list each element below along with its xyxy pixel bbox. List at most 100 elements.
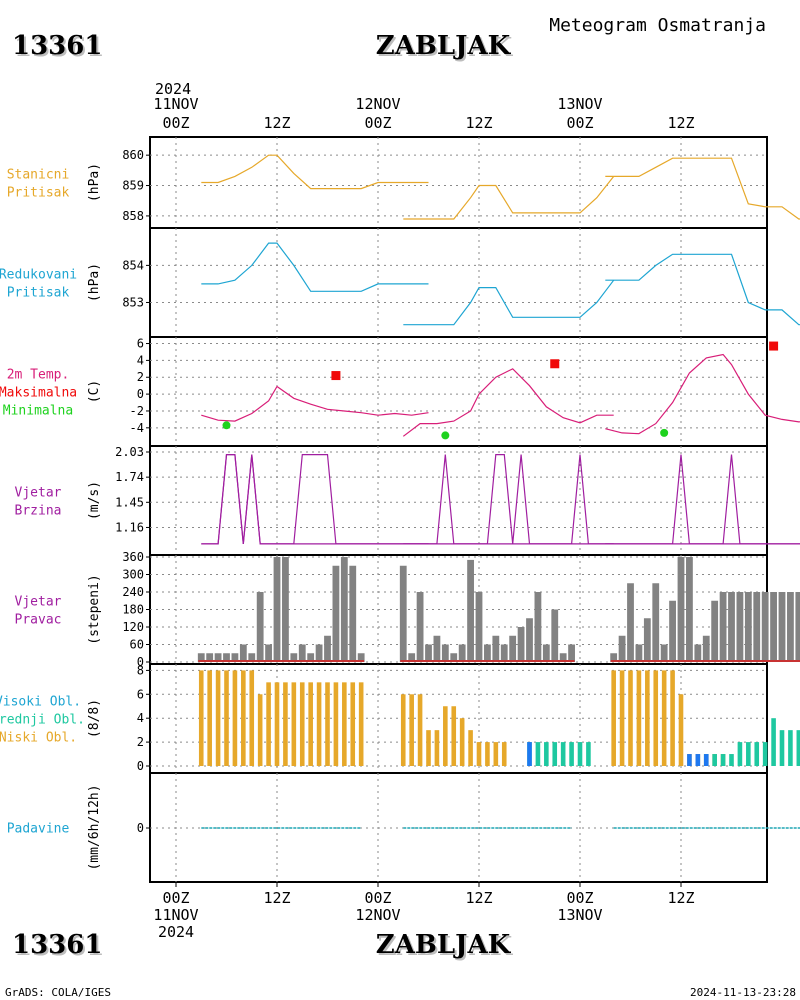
- y-axis-label: (C): [87, 380, 102, 403]
- low-cloud-bar: [198, 670, 204, 766]
- low-cloud-bar: [358, 682, 364, 766]
- y-tick-label: 0: [137, 759, 144, 773]
- panel-cloud_cover: 0 2 4 6 8 (8/8) Visoki Obl. Srednji Obl. Niski O…: [0, 663, 800, 773]
- series-line-1: [201, 242, 429, 292]
- top-hour-label-1: 00Z: [162, 114, 189, 132]
- y-axis-label: (mm/6h/12h): [87, 784, 102, 870]
- low-cloud-bar: [678, 694, 684, 766]
- middle-cloud-bar: [788, 730, 793, 766]
- direction-bar: [517, 627, 525, 662]
- direction-bar: [223, 653, 230, 662]
- high-cloud-bar: [703, 754, 709, 766]
- panel-label: Maksimalna: [0, 386, 77, 401]
- low-cloud-bar: [241, 670, 246, 766]
- direction-bar: [332, 565, 340, 662]
- panel-label: Pritisak: [7, 286, 70, 301]
- direction-bar: [778, 592, 786, 662]
- direction-bar: [273, 557, 281, 662]
- middle-cloud-bar: [771, 718, 776, 766]
- panel-label: Minimalna: [3, 404, 73, 419]
- direction-bar: [509, 635, 517, 662]
- direction-bar: [652, 583, 660, 662]
- middle-cloud-bar: [535, 742, 541, 766]
- panel-label: Niski Obl.: [0, 731, 77, 746]
- low-cloud-bar: [426, 730, 431, 766]
- panel-label: Vjetar: [15, 486, 62, 501]
- series-line-3: [605, 253, 800, 326]
- low-cloud-bar: [443, 706, 448, 766]
- direction-bar: [265, 644, 272, 662]
- series-line-2: [403, 279, 615, 326]
- top-day-label-2: 12NOV: [355, 95, 400, 113]
- middle-cloud-bar: [552, 742, 558, 766]
- series-line-2: [403, 176, 615, 220]
- direction-bar: [770, 592, 777, 662]
- direction-bar: [425, 644, 432, 662]
- direction-bar: [248, 653, 256, 662]
- minimum-marker: [660, 428, 669, 437]
- low-cloud-bar: [434, 730, 440, 766]
- direction-bar: [534, 592, 542, 662]
- y-axis-label: (m/s): [87, 481, 102, 520]
- y-tick-label: 2.03: [115, 445, 144, 459]
- high-cloud-bar: [695, 754, 701, 766]
- direction-bar: [231, 653, 239, 662]
- low-cloud-bar: [207, 670, 212, 766]
- direction-bar: [744, 592, 752, 662]
- series-line-3: [403, 454, 614, 545]
- bottom-hour-label-4: 12Z: [465, 889, 492, 907]
- low-cloud-bar: [342, 682, 347, 766]
- direction-bar: [643, 618, 651, 662]
- bottom-day-label-2: 12NOV: [355, 906, 400, 924]
- y-tick-label: 0: [137, 655, 144, 669]
- direction-bar: [787, 592, 794, 662]
- direction-bar: [349, 565, 357, 662]
- direction-bar: [197, 653, 205, 662]
- direction-bar: [458, 644, 466, 662]
- direction-bar: [492, 635, 500, 662]
- high-cloud-bar: [687, 754, 692, 766]
- middle-cloud-bar: [796, 730, 800, 766]
- direction-bar: [450, 653, 458, 662]
- low-cloud-bar: [485, 742, 490, 766]
- panel-station_pressure: 858 859 860 (hPa) Stanicni Pritisak: [7, 137, 800, 228]
- y-tick-label: 8: [137, 663, 144, 677]
- product-title: Meteogram Osmatranja: [549, 15, 766, 36]
- direction-bar: [551, 609, 559, 662]
- series-line-1: [201, 154, 429, 190]
- station-name-top: ZABLJAK: [376, 31, 512, 61]
- middle-cloud-bar: [746, 742, 751, 766]
- y-tick-label: 120: [122, 620, 144, 634]
- panel-label: Visoki Obl.: [0, 695, 81, 710]
- direction-bar: [214, 653, 222, 662]
- plot-frame: [149, 136, 768, 883]
- series-line-3: [605, 157, 800, 220]
- panel-wind_direction: 0 60 120 180 240 300 360 (stepeni) Vjetar Pravac: [15, 550, 800, 669]
- panel-label: Redukovani: [0, 268, 77, 283]
- panel-label: Pritisak: [7, 186, 70, 201]
- direction-bar: [475, 592, 483, 662]
- middle-cloud-bar: [560, 742, 566, 766]
- panel-label: Pravac: [15, 613, 62, 628]
- panel-wind_speed: 1.16 1.45 1.74 2.03 (m/s) Vjetar Brzina: [15, 445, 800, 555]
- low-cloud-bar: [493, 742, 499, 766]
- maximum-marker: [331, 371, 341, 381]
- middle-cloud-bar: [586, 742, 591, 766]
- top-year-label: 2024: [155, 80, 191, 98]
- direction-bar: [399, 565, 407, 662]
- panel-label: Srednji Obl.: [0, 713, 85, 728]
- low-cloud-bar: [628, 670, 633, 766]
- direction-bar: [618, 635, 626, 662]
- panel-label: Stanicni: [7, 168, 70, 183]
- direction-bar: [711, 600, 719, 662]
- top-day-label-3: 13NOV: [557, 95, 602, 113]
- direction-bar: [627, 583, 634, 662]
- direction-bar: [484, 644, 491, 662]
- y-tick-label: 860: [122, 148, 144, 162]
- low-cloud-bar: [501, 742, 507, 766]
- direction-bar: [677, 557, 685, 662]
- middle-cloud-bar: [779, 730, 785, 766]
- bottom-day-label-1: 11NOV: [153, 906, 198, 924]
- low-cloud-bar: [283, 682, 288, 766]
- bottom-hour-label-2: 12Z: [263, 889, 290, 907]
